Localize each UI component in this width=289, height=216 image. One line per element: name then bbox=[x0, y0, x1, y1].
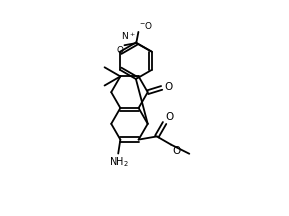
Text: N$^+$: N$^+$ bbox=[121, 31, 135, 42]
Text: O: O bbox=[172, 146, 180, 156]
Text: O: O bbox=[116, 46, 123, 55]
Text: O: O bbox=[164, 82, 173, 92]
Text: $^{-}$O: $^{-}$O bbox=[140, 20, 153, 31]
Text: O: O bbox=[166, 112, 174, 122]
Text: NH$_2$: NH$_2$ bbox=[109, 156, 129, 170]
